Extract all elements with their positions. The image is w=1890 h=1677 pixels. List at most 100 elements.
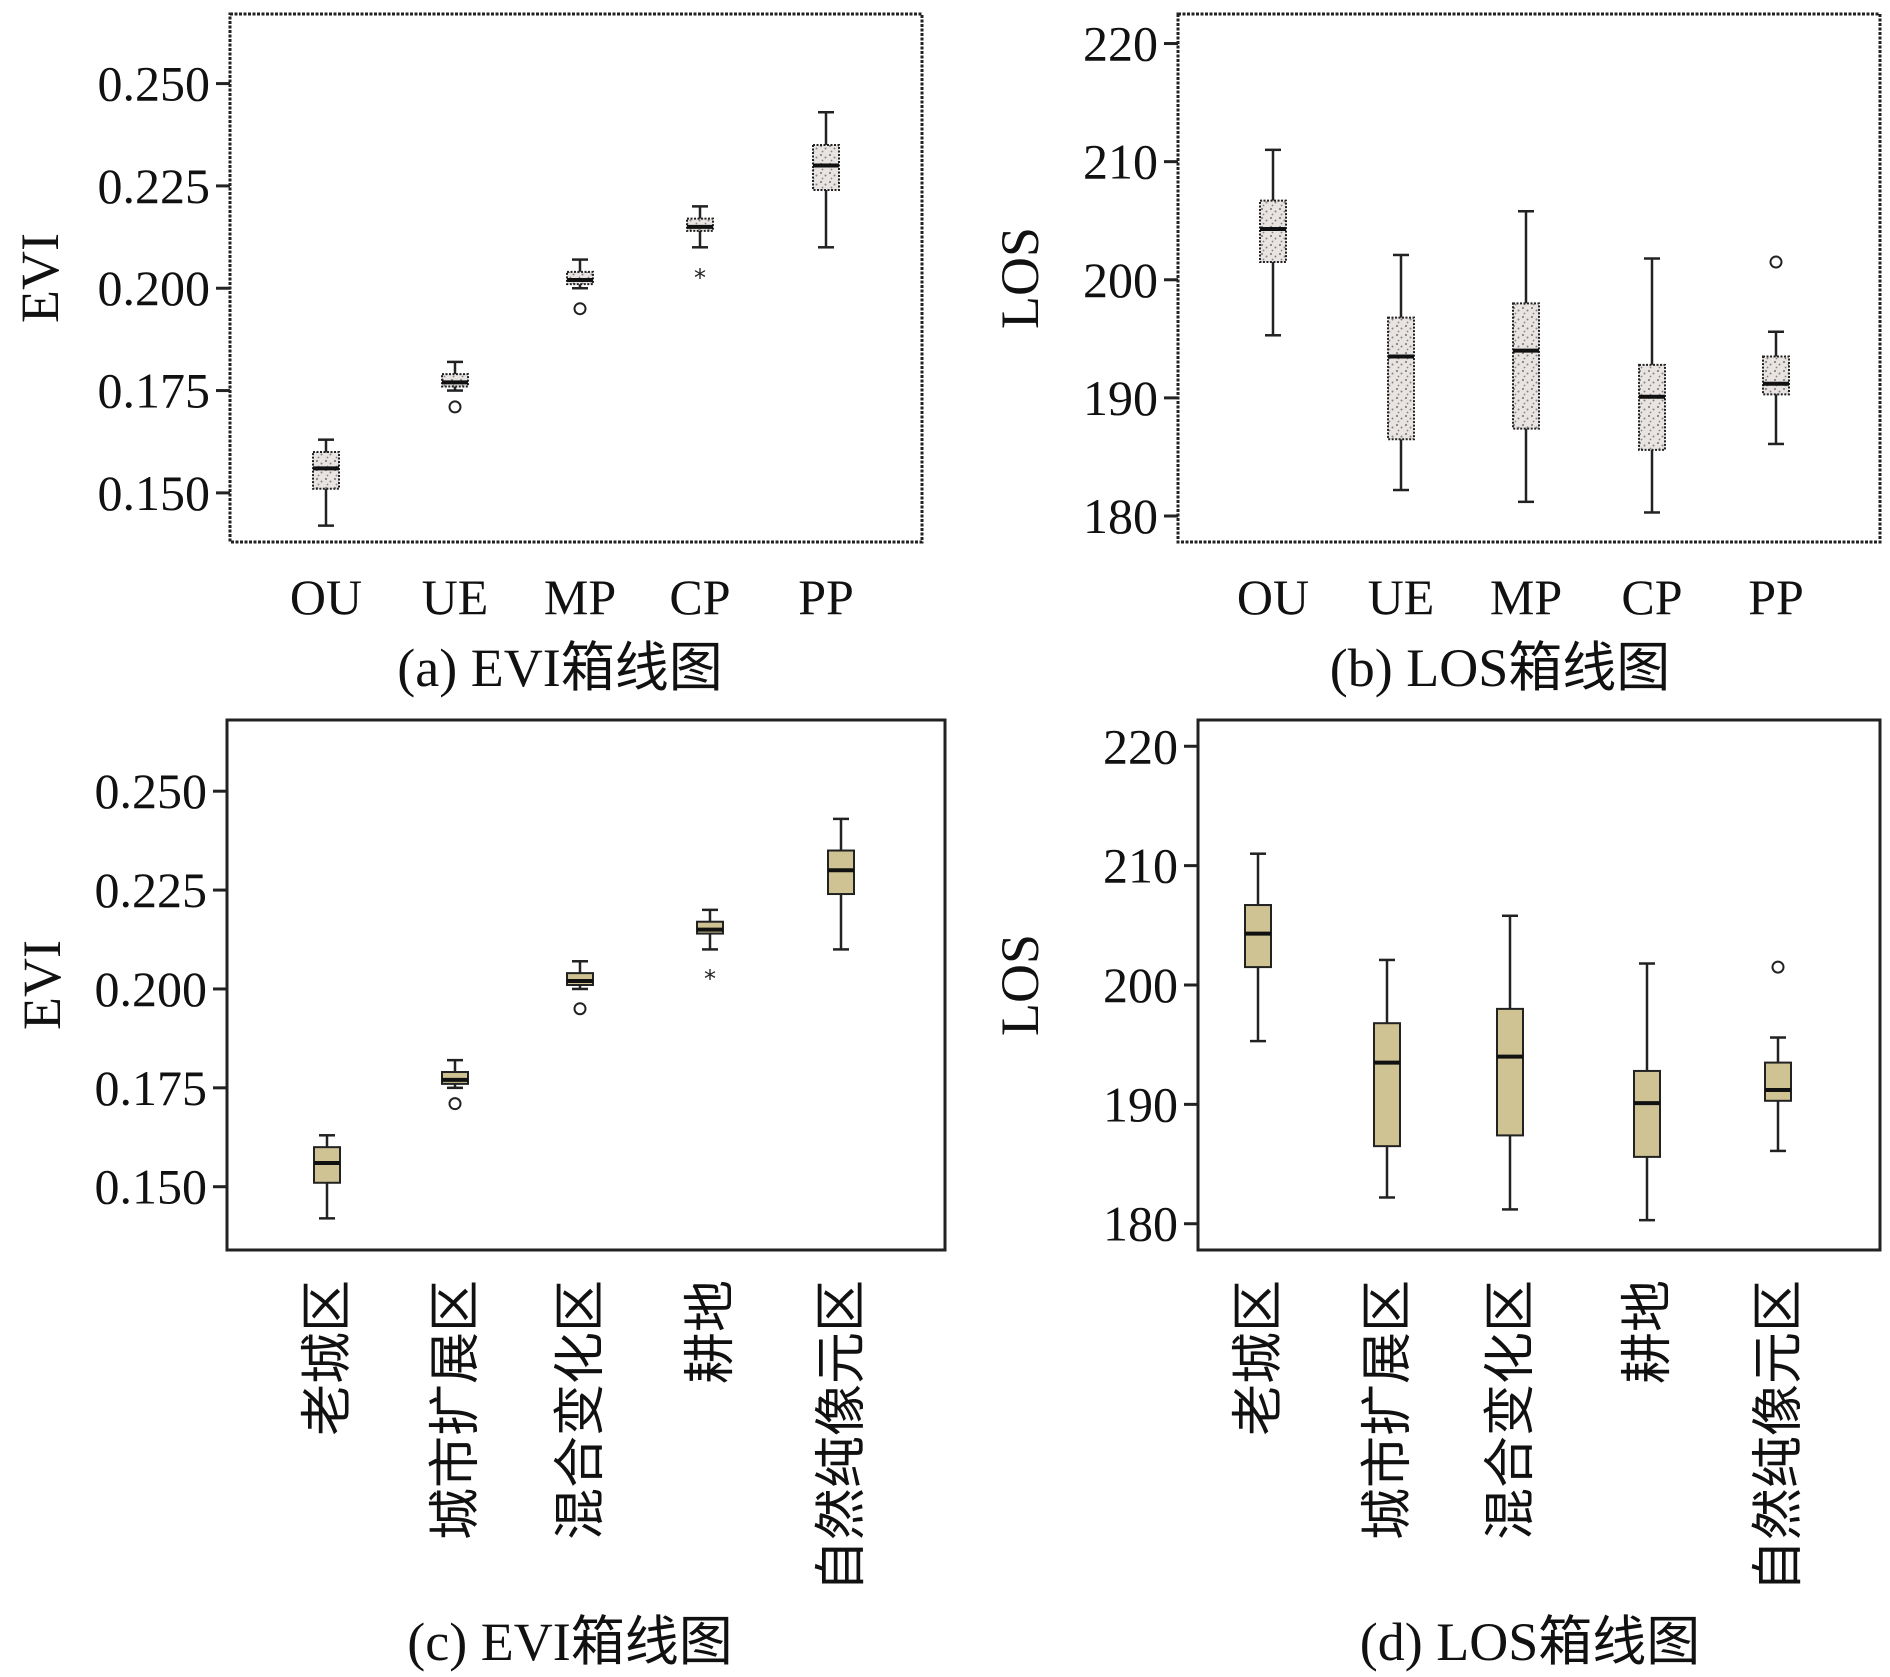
box-2	[566, 960, 594, 1016]
panel-a-caption: (a) EVI箱线图	[397, 638, 722, 698]
category-label: CP	[1621, 569, 1682, 625]
iqr-box	[312, 450, 340, 490]
y-tick-label: 190	[1103, 1076, 1178, 1132]
category-label: PP	[1748, 569, 1804, 625]
y-tick-label: 0.225	[98, 158, 211, 214]
box-2	[1512, 210, 1540, 504]
category-label: 自然纯像元区	[1749, 1280, 1809, 1592]
outlier-star: *	[694, 264, 706, 292]
iqr-box	[441, 373, 469, 388]
y-tick-label: 0.175	[95, 1060, 208, 1116]
box-1	[441, 1058, 469, 1111]
y-tick-label: 180	[1083, 488, 1158, 544]
y-tick-label: 190	[1083, 370, 1158, 426]
panel-c-caption: (c) EVI箱线图	[407, 1612, 732, 1672]
y-tick-label: 210	[1083, 134, 1158, 190]
iqr-box	[1259, 199, 1287, 264]
category-label: 混合变化区	[551, 1280, 611, 1540]
box-3: *	[686, 205, 714, 292]
category-label: UE	[422, 569, 489, 625]
category-label: 耕地	[681, 1280, 741, 1384]
y-tick-label: 0.250	[95, 763, 208, 819]
iqr-box	[1373, 1022, 1401, 1148]
y-tick-label: 220	[1103, 718, 1178, 774]
iqr-box	[1512, 302, 1540, 430]
y-tick-label: 220	[1083, 16, 1158, 72]
box-1	[1387, 253, 1415, 492]
outlier-star: *	[704, 965, 716, 993]
panel-c-axes: 0.150 0.175 0.200 0.225 0.250 * 老城区 城市扩展区 混合变化区 耕…	[95, 718, 947, 1592]
category-label: 混合变化区	[1481, 1280, 1541, 1540]
box-0	[1259, 148, 1287, 337]
iqr-box	[1496, 1007, 1524, 1137]
iqr-box	[1762, 355, 1790, 396]
panel-d-frame	[1196, 718, 1882, 1252]
box-4	[812, 110, 840, 249]
panel-c-frame	[225, 718, 947, 1252]
y-tick-label: 0.150	[98, 465, 211, 521]
outlier-circle	[573, 1002, 587, 1016]
y-tick-label: 210	[1103, 838, 1178, 894]
box-4	[1764, 960, 1792, 1153]
panel-a-frame	[228, 12, 924, 544]
iqr-box	[1633, 1069, 1661, 1158]
box-0	[1244, 852, 1272, 1043]
panel-c: 0.150 0.175 0.200 0.225 0.250 * 老城区 城市扩展区 混合变化区 耕…	[12, 718, 947, 1672]
panel-a-ylabel: EVI	[10, 233, 70, 323]
y-tick-label: 0.200	[95, 961, 208, 1017]
panel-b-axes: 180 190 200 210 220 OU UE MP CP PP	[1083, 12, 1882, 625]
iqr-box	[1244, 904, 1272, 969]
category-label: MP	[544, 569, 616, 625]
category-label: UE	[1368, 569, 1435, 625]
box-4	[1762, 255, 1790, 446]
panel-a-axes: 0.150 0.175 0.200 0.225 0.250 * OU UE MP CP PP	[98, 12, 924, 625]
panel-d-caption: (d) LOS箱线图	[1360, 1612, 1700, 1672]
category-label: 城市扩展区	[426, 1280, 486, 1540]
outlier-circle	[1771, 960, 1785, 974]
panel-d-ylabel: LOS	[990, 934, 1050, 1036]
category-label: 老城区	[1229, 1280, 1289, 1436]
iqr-box	[1764, 1061, 1792, 1102]
y-tick-label: 180	[1103, 1196, 1178, 1252]
panel-c-ylabel: EVI	[12, 940, 72, 1030]
panel-d-axes: 180 190 200 210 220 老城区 城市扩展区 混合变化区 耕地 自然纯像元区	[1103, 718, 1882, 1592]
box-2	[566, 258, 594, 316]
y-tick-label: 0.225	[95, 862, 208, 918]
panel-b-frame	[1176, 12, 1882, 544]
category-label: 城市扩展区	[1358, 1280, 1418, 1540]
box-1	[1373, 958, 1401, 1199]
panel-a: 0.150 0.175 0.200 0.225 0.250 * OU UE MP CP PP EVI…	[10, 12, 924, 698]
category-label: PP	[798, 569, 854, 625]
box-0	[312, 438, 340, 527]
box-0	[313, 1134, 341, 1220]
box-3	[1638, 257, 1666, 514]
panel-b-ylabel: LOS	[990, 227, 1050, 329]
box-3: *	[696, 908, 724, 993]
y-tick-label: 0.150	[95, 1159, 208, 1215]
panel-d: 180 190 200 210 220 老城区 城市扩展区 混合变化区 耕地 自然纯像元区 LOS…	[990, 718, 1882, 1672]
y-tick-label: 200	[1083, 252, 1158, 308]
box-4	[827, 817, 855, 951]
box-3	[1633, 962, 1661, 1222]
category-label: 自然纯像元区	[812, 1280, 872, 1592]
box-1	[441, 360, 469, 414]
y-tick-label: 200	[1103, 957, 1178, 1013]
category-label: 耕地	[1618, 1280, 1678, 1384]
iqr-box	[566, 270, 594, 286]
outlier-circle	[448, 400, 462, 414]
y-tick-label: 0.175	[98, 363, 211, 419]
box-2	[1496, 914, 1524, 1211]
category-label: 老城区	[298, 1280, 358, 1436]
iqr-box	[1387, 316, 1415, 441]
panel-b: 180 190 200 210 220 OU UE MP CP PP LOS (b) LOS箱线图	[990, 12, 1882, 698]
category-label: OU	[1237, 569, 1309, 625]
category-label: MP	[1490, 569, 1562, 625]
iqr-box	[686, 217, 714, 232]
y-tick-label: 0.200	[98, 260, 211, 316]
outlier-circle	[448, 1097, 462, 1111]
outlier-circle	[1769, 255, 1783, 269]
outlier-circle	[573, 302, 587, 316]
iqr-box	[1638, 363, 1666, 451]
y-tick-label: 0.250	[98, 56, 211, 112]
